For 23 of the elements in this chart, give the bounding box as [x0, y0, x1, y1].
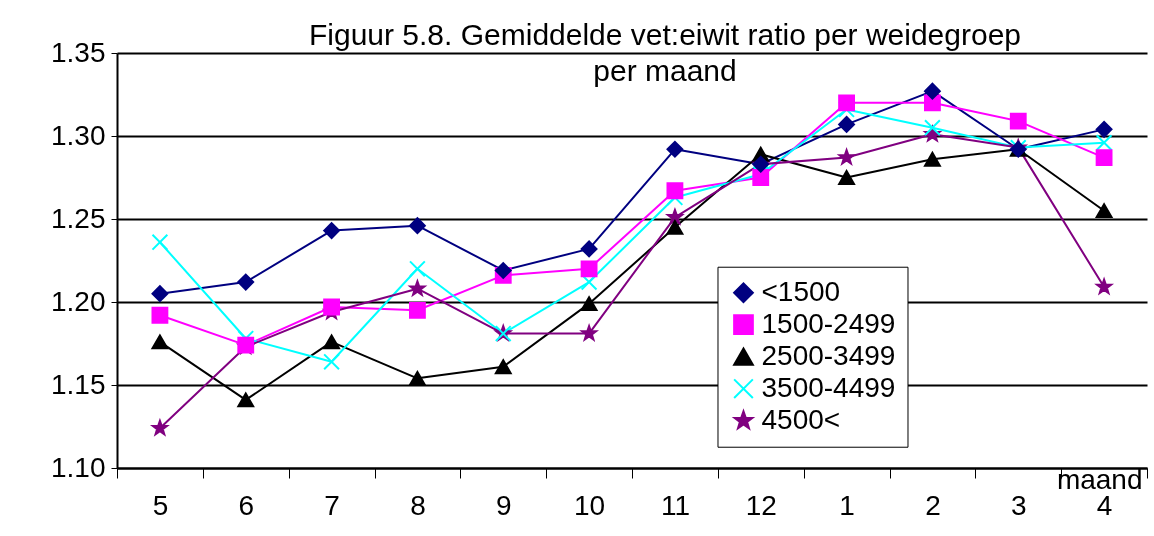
legend-label: 4500<: [761, 403, 841, 435]
x-tick-label: 9: [495, 489, 512, 521]
y-tick-label: 1.15: [51, 368, 106, 400]
legend-label: 1500-2499: [761, 307, 896, 339]
x-tick-label: 2: [925, 489, 941, 521]
x-tick-label: 7: [324, 489, 340, 521]
x-tick-label: 1: [839, 489, 855, 521]
y-tick-label: 1.25: [51, 202, 106, 234]
x-tick-label: 11: [660, 489, 690, 521]
y-tick-label: 1.20: [51, 285, 106, 317]
x-tick-label: 12: [745, 489, 777, 521]
x-tick-label: 3: [1010, 489, 1027, 521]
x-tick-label: 10: [574, 489, 606, 521]
x-tick-label: 5: [152, 489, 169, 521]
chart-title: Figuur 5.8. Gemiddelde vet:eiwit ratio per weidegroep per maand: [308, 18, 1022, 87]
legend-label: 3500-4499: [761, 371, 896, 403]
y-tick-label: 1.10: [51, 451, 106, 483]
y-tick-label: 1.30: [51, 119, 106, 151]
y-tick-label: 1.35: [51, 36, 106, 68]
legend-label: <1500: [761, 275, 841, 307]
x-tick-label: 6: [238, 489, 255, 521]
x-tick-label: 8: [410, 489, 426, 521]
legend-label: 2500-3499: [761, 339, 896, 371]
